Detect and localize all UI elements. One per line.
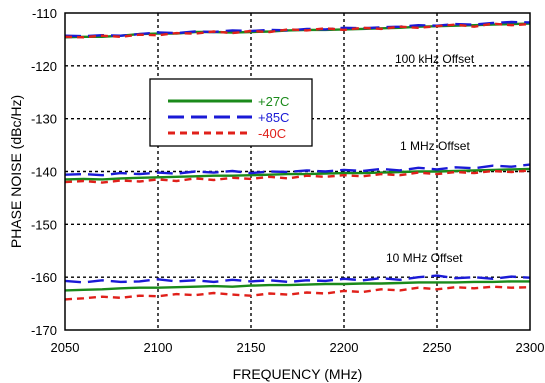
series-line-plus27c-10-mhz-offset: [64, 280, 530, 292]
series-line-plus85c-1-mhz-offset: [64, 163, 531, 177]
series-line-plus27c-1-mhz-offset: [64, 167, 531, 181]
series-line-minus40c-10-mhz-offset: [64, 285, 531, 301]
y-tick-minus160: -160: [31, 270, 57, 285]
plot-frame: [64, 12, 531, 331]
series-line-plus85c-10-mhz-offset: [64, 274, 531, 284]
x-tick-2300: 2300: [516, 340, 545, 355]
y-tick-minus170: -170: [31, 323, 57, 338]
x-tick-2250: 2250: [423, 340, 452, 355]
x-tick-labels: 2050 2100 2150 2200 2250 2300: [51, 340, 545, 355]
annotation-10mhz-offset: 10 MHz Offset: [386, 251, 463, 265]
x-axis-title: FREQUENCY (MHz): [233, 366, 363, 382]
legend-box: [149, 78, 313, 147]
y-tick-minus110: -110: [32, 6, 57, 21]
legend-label-minus40c: -40C: [258, 126, 286, 141]
series-minus40c: [64, 22, 531, 301]
x-tick-2050: 2050: [51, 340, 80, 355]
y-tick-minus140: -140: [31, 165, 57, 180]
y-tick-minus130: -130: [31, 112, 57, 127]
x-tick-2150: 2150: [237, 340, 266, 355]
x-tick-2100: 2100: [144, 340, 173, 355]
series-layer: [64, 20, 531, 301]
annotation-100khz-offset: 100 kHz Offset: [395, 52, 475, 66]
legend: +27C +85C -40C: [149, 78, 313, 147]
legend-label-85c: +85C: [258, 110, 289, 125]
series-line-minus40c-1-mhz-offset: [64, 169, 531, 184]
annotation-1mhz-offset: 1 MHz Offset: [400, 139, 470, 153]
y-tick-minus150: -150: [31, 217, 57, 232]
y-axis-title: PHASE NOISE (dBc/Hz): [8, 95, 24, 248]
y-tick-minus120: -120: [31, 59, 57, 74]
legend-label-27c: +27C: [258, 94, 289, 109]
x-tick-2200: 2200: [330, 340, 359, 355]
series-line-minus40c-100-khz-offset: [64, 22, 531, 39]
y-tick-labels: -110 -120 -130 -140 -150 -160 -170: [31, 6, 57, 338]
